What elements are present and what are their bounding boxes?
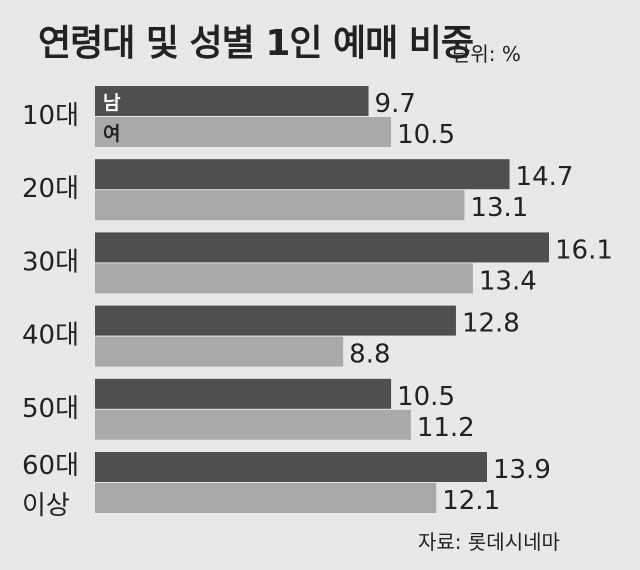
bar-female (95, 483, 437, 513)
chart-title: 연령대 및 성별 1인 예매 비중 (38, 23, 474, 64)
category-label: 30대 (22, 247, 79, 277)
bar-male (95, 232, 550, 263)
category-label: 이상 (22, 491, 70, 521)
value-label: 10.5 (397, 120, 455, 150)
value-label: 12.8 (462, 309, 520, 339)
bar-female (95, 190, 465, 221)
category-label: 60대 (22, 451, 79, 481)
value-label: 13.9 (493, 455, 551, 485)
bar-female (95, 336, 344, 367)
value-label: 13.1 (470, 193, 528, 223)
category-label: 20대 (22, 174, 79, 204)
bar-male (95, 159, 510, 190)
value-label: 11.2 (417, 413, 475, 443)
bar-male (95, 452, 487, 482)
value-label: 16.1 (555, 235, 613, 265)
source-label: 자료: 롯데시네마 (418, 530, 560, 554)
legend-female: 여 (103, 123, 120, 145)
category-label: 40대 (22, 321, 79, 351)
category-label: 50대 (22, 394, 79, 424)
bar-female (95, 263, 473, 294)
bar-male (95, 378, 392, 409)
value-label: 10.5 (397, 382, 455, 412)
value-label: 8.8 (349, 340, 390, 370)
value-label: 14.7 (516, 162, 574, 192)
bar-female (95, 409, 411, 440)
value-label: 9.7 (375, 89, 416, 119)
bar-male (95, 86, 369, 116)
unit-label: 단위: % (452, 42, 521, 66)
legend-male: 남 (103, 92, 121, 114)
bar-male (95, 305, 456, 336)
value-label: 12.1 (442, 486, 500, 516)
bar-female (95, 117, 392, 147)
value-label: 13.4 (479, 266, 537, 296)
category-label: 10대 (22, 101, 79, 131)
